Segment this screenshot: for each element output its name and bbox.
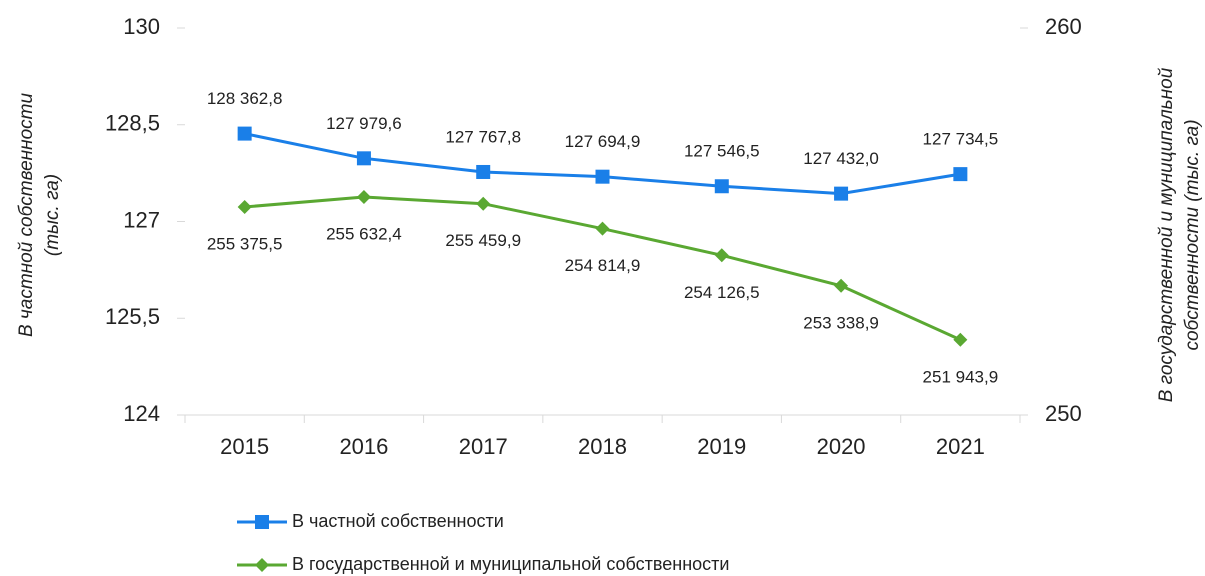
legend-label: В частной собственности [292, 511, 504, 531]
data-point [356, 190, 371, 205]
x-tick-label: 2021 [936, 434, 985, 459]
y2-axis-title: В государственной и муниципальной собстве… [1156, 67, 1203, 402]
data-label: 127 694,9 [565, 132, 641, 151]
y-tick-label: 128,5 [105, 111, 160, 136]
y-tick-label: 125,5 [105, 304, 160, 329]
data-point [237, 126, 252, 141]
data-point [714, 248, 729, 263]
x-tick-label: 2016 [339, 434, 388, 459]
y2-axis-title-line: собственности (тыс. га) [1182, 119, 1203, 350]
data-point [476, 164, 491, 179]
data-label: 127 979,6 [326, 114, 402, 133]
y-axis-title: В частной собственности (тыс. га) [16, 93, 63, 338]
data-label: 255 459,9 [445, 231, 521, 250]
y2-tick-label: 260 [1045, 14, 1082, 39]
x-tick-label: 2020 [817, 434, 866, 459]
data-point [834, 278, 849, 293]
data-label: 128 362,8 [207, 89, 283, 108]
y-tick-label: 127 [123, 207, 160, 232]
data-point [595, 221, 610, 236]
data-point [476, 196, 491, 211]
data-label: 127 546,5 [684, 142, 760, 161]
data-label: 127 767,8 [445, 127, 521, 146]
data-label: 251 943,9 [923, 367, 999, 386]
y2-tick-label: 250 [1045, 401, 1082, 426]
x-tick-label: 2015 [220, 434, 269, 459]
legend-marker [255, 515, 269, 529]
data-point [834, 186, 849, 201]
x-tick-label: 2019 [697, 434, 746, 459]
data-label: 255 632,4 [326, 225, 402, 244]
legend-marker [255, 558, 269, 572]
data-point [714, 179, 729, 194]
data-point [356, 151, 371, 166]
data-label: 127 734,5 [923, 130, 999, 149]
y-tick-label: 124 [123, 401, 160, 426]
data-label: 254 814,9 [565, 256, 641, 275]
data-point [237, 199, 252, 214]
data-label: 127 432,0 [803, 149, 879, 168]
y-axis-title-line: В частной собственности [16, 93, 37, 338]
data-label: 254 126,5 [684, 283, 760, 302]
x-tick-label: 2018 [578, 434, 627, 459]
y2-axis-title-line: В государственной и муниципальной [1156, 67, 1177, 402]
data-label: 255 375,5 [207, 234, 283, 253]
data-label: 253 338,9 [803, 313, 879, 332]
legend-label: В государственной и муниципальной собств… [292, 554, 729, 574]
data-point [953, 332, 968, 347]
x-tick-label: 2017 [459, 434, 508, 459]
y-axis-title-line: (тыс. га) [42, 174, 63, 256]
data-point [595, 169, 610, 184]
data-point [953, 167, 968, 182]
y-tick-label: 130 [123, 14, 160, 39]
